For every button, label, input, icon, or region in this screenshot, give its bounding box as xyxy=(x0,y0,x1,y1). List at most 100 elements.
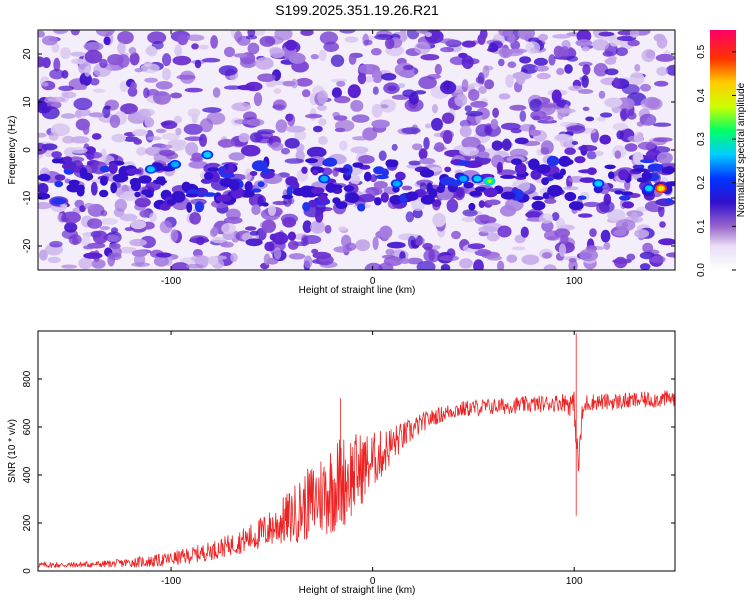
spectrogram-cell xyxy=(344,36,359,43)
spectrogram-cell xyxy=(300,30,314,36)
spectrogram-cell xyxy=(159,149,176,157)
spectrogram-cell xyxy=(531,200,546,211)
spectrogram-cell xyxy=(284,138,300,149)
spectrogram-cell xyxy=(111,133,126,143)
spectrogram-cell xyxy=(184,136,204,141)
spectrogram-cell xyxy=(463,182,474,189)
spectrogram-cell xyxy=(116,54,130,68)
y-tick-label: 600 xyxy=(22,418,33,435)
spectrogram-cell xyxy=(654,80,669,87)
spectrogram-cell xyxy=(542,252,552,259)
spectrogram-cell xyxy=(325,182,337,193)
spectrogram-cell xyxy=(47,256,61,264)
spectrogram-cell xyxy=(138,175,152,184)
spectrogram-cell xyxy=(519,110,527,122)
spectrogram-cell xyxy=(92,230,108,244)
spectrogram-cell xyxy=(68,234,82,246)
spectrogram-cell xyxy=(302,235,322,244)
spectrogram-cell xyxy=(335,201,348,210)
spectrogram-cell xyxy=(474,186,487,192)
spectrogram-cell xyxy=(95,30,115,37)
spectrogram-cell xyxy=(539,101,556,116)
spectrogram-cell xyxy=(41,82,49,87)
spectrogram-cell xyxy=(514,137,529,145)
spectrogram-cell xyxy=(117,42,126,54)
spectrogram-cell xyxy=(577,89,594,94)
spectrogram-cell xyxy=(269,48,285,59)
spectrogram-cell xyxy=(247,42,260,55)
spectrogram-cell xyxy=(482,65,490,78)
spectrogram-cell xyxy=(190,255,210,262)
spectrogram-peak xyxy=(658,186,663,190)
spectrogram-cell xyxy=(618,169,629,181)
spectrogram-cell xyxy=(627,39,640,47)
spectrogram-cell xyxy=(384,37,395,50)
spectrogram-cell xyxy=(599,200,615,213)
spectrogram-cell xyxy=(129,52,140,66)
spectrogram-cell xyxy=(343,185,355,192)
colorbar-tick-label: 0.0 xyxy=(696,263,707,277)
spectrogram-cell xyxy=(665,64,675,76)
spectrogram-cell xyxy=(211,226,219,236)
spectrogram-cell xyxy=(82,123,90,135)
spectrogram-cell xyxy=(334,127,346,133)
spectrogram-cell xyxy=(604,97,623,108)
colorbar-label: Normalized spectral amplitude xyxy=(736,82,747,217)
spectrogram-cell xyxy=(198,44,209,50)
spectrogram-cell xyxy=(564,147,576,155)
spectrogram-cell xyxy=(369,174,378,183)
spectrogram-cell xyxy=(598,31,615,37)
spectrogram-cell xyxy=(528,158,540,171)
spectrogram-cell xyxy=(507,33,516,44)
spectrogram-cell xyxy=(422,242,433,250)
spectrogram-cell xyxy=(204,171,214,180)
spectrogram-cell xyxy=(419,158,436,165)
spectrogram-cell xyxy=(405,211,414,223)
spectrogram-cell xyxy=(62,156,73,163)
x-tick-label: -100 xyxy=(161,576,181,587)
spectrogram-cell xyxy=(372,236,379,250)
spectrogram-cell xyxy=(653,137,673,143)
spectrogram-cell xyxy=(568,201,584,211)
spectrogram-cell xyxy=(484,79,495,90)
spectrogram-cell xyxy=(70,30,80,36)
spectrogram-cell xyxy=(286,186,293,197)
spectrogram-cell xyxy=(440,176,456,186)
spectrogram-peak xyxy=(594,180,603,187)
spectrogram-cell xyxy=(478,200,485,209)
spectrogram-cell xyxy=(486,232,500,242)
spectrogram-cell xyxy=(318,118,327,126)
spectrogram-cell xyxy=(564,64,573,74)
spectrogram-cell xyxy=(183,123,203,135)
spectrogram-cell xyxy=(543,264,557,270)
spectrogram-cell xyxy=(93,62,112,77)
colorbar-tick-label: 0.3 xyxy=(696,132,707,146)
spectrogram-cell xyxy=(613,77,620,89)
y-tick-label: 20 xyxy=(22,48,33,60)
spectrogram-cell xyxy=(211,236,226,244)
spectrogram-cell xyxy=(176,74,196,80)
spectrogram-cell xyxy=(53,57,61,72)
spectrogram-cell xyxy=(41,35,58,46)
spectrogram-cell xyxy=(664,198,673,204)
spectrogram-cell xyxy=(431,245,441,250)
spectrogram-cell xyxy=(488,43,499,53)
spectrogram-cell xyxy=(581,46,590,52)
spectrogram-cell xyxy=(477,34,486,45)
spectrogram-cell xyxy=(461,216,476,223)
spectrogram-cell xyxy=(634,131,644,145)
spectrogram-cell xyxy=(497,225,512,238)
spectrogram-cell xyxy=(191,152,203,162)
spectrogram-cell xyxy=(389,159,399,168)
spectrogram-cell xyxy=(575,39,593,47)
spectrogram-cell xyxy=(207,256,219,266)
spectrogram-cell xyxy=(188,160,208,169)
spectrogram-cell xyxy=(311,169,319,176)
spectrogram-cell xyxy=(604,58,617,65)
spectrogram-cell xyxy=(233,53,248,58)
spectrogram-cell xyxy=(515,72,526,85)
spectrogram-cell xyxy=(324,224,332,234)
spectrogram-cell xyxy=(386,241,406,249)
